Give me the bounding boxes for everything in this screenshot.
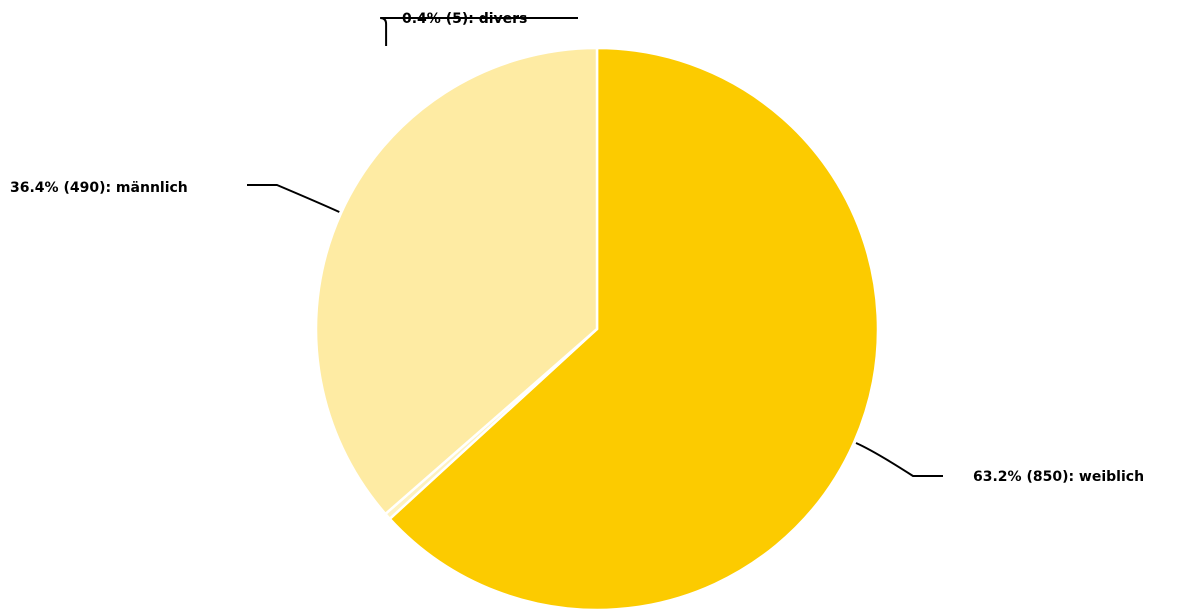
leader-line-divers — [380, 17, 578, 46]
label-divers: 0.4% (5): divers — [402, 11, 527, 27]
leader-lines — [247, 17, 943, 477]
label-weiblich: 63.2% (850): weiblich — [973, 469, 1144, 485]
label-maennlich: 36.4% (490): männlich — [10, 180, 188, 196]
pie-slices — [314, 46, 880, 611]
leader-line-maennlich — [247, 184, 340, 213]
leader-line-weiblich — [855, 442, 943, 477]
slice-weiblich — [388, 46, 880, 611]
data-labels: 63.2% (850): weiblich 0.4% (5): divers 3… — [10, 11, 1144, 485]
slice-maennlich — [314, 46, 599, 516]
